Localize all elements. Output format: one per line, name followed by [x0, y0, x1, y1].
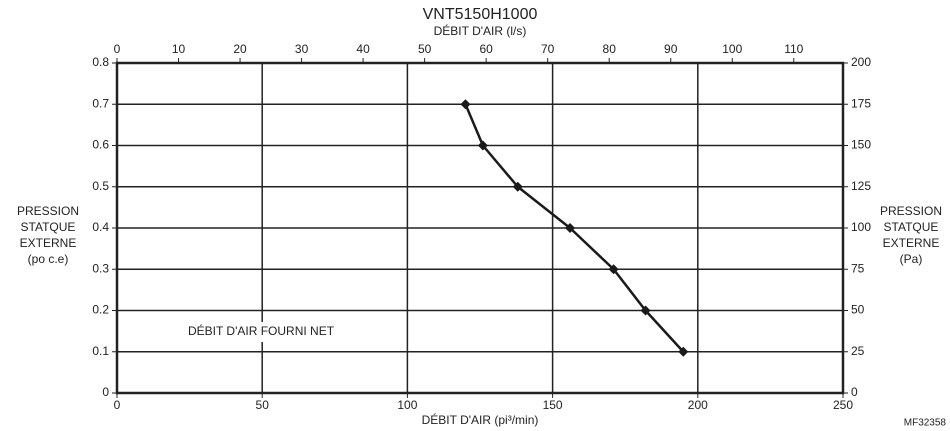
y-tick-label: 0.8 — [92, 55, 109, 69]
y-tick-label: 0.4 — [92, 220, 109, 234]
x2-tick-label: 90 — [664, 42, 678, 56]
y2-tick-label: 125 — [851, 179, 871, 193]
y2-tick-label: 175 — [851, 96, 871, 110]
x-tick-label: 250 — [833, 398, 853, 412]
y-tick-label: 0.5 — [92, 179, 109, 193]
figure-code: MF32358 — [904, 418, 947, 429]
x2-tick-label: 60 — [479, 42, 493, 56]
x-axis-label: DÉBIT D'AIR (pi³/min) — [422, 412, 539, 427]
x2-tick-label: 10 — [172, 42, 186, 56]
data-point — [678, 346, 689, 357]
x2-tick-label: 30 — [295, 42, 309, 56]
x2-tick-label: 50 — [418, 42, 432, 56]
y2-tick-label: 0 — [851, 385, 858, 399]
chart-title: VNT5150H1000 — [423, 6, 538, 23]
x2-axis-label: DÉBIT D'AIR (l/s) — [434, 23, 527, 38]
y2-tick-label: 100 — [851, 220, 871, 234]
x2-tick-label: 0 — [114, 42, 121, 56]
x2-tick-label: 110 — [784, 42, 803, 56]
y-axis-label: STATQUE — [21, 220, 76, 234]
y2-tick-label: 50 — [851, 303, 865, 317]
x-tick-label: 150 — [543, 398, 563, 412]
data-point — [512, 181, 523, 192]
y2-tick-label: 75 — [851, 261, 865, 275]
x2-tick-label: 20 — [233, 42, 247, 56]
y2-tick-label: 25 — [851, 344, 865, 358]
x-tick-label: 200 — [688, 398, 708, 412]
y-tick-label: 0.7 — [92, 96, 109, 110]
data-point — [477, 140, 488, 151]
y-tick-label: 0.2 — [92, 303, 109, 317]
x-tick-label: 50 — [256, 398, 270, 412]
y2-axis-label: (Pa) — [900, 252, 923, 266]
annotation-bg — [172, 322, 350, 342]
y-tick-label: 0.3 — [92, 261, 109, 275]
data-point — [608, 264, 619, 275]
data-point — [640, 305, 651, 316]
x2-tick-label: 40 — [356, 42, 370, 56]
y2-axis-label: PRESSION — [880, 204, 942, 218]
y2-axis-label: EXTERNE — [883, 236, 940, 250]
x-tick-label: 0 — [114, 398, 121, 412]
y-tick-label: 0 — [102, 385, 109, 399]
x2-tick-label: 70 — [541, 42, 555, 56]
plot-frame — [115, 61, 845, 395]
x2-tick-label: 100 — [722, 42, 742, 56]
y2-tick-label: 200 — [851, 55, 871, 69]
y2-axis-label: STATQUE — [884, 220, 939, 234]
annotation: DÉBIT D'AIR FOURNI NET — [188, 323, 335, 338]
y-tick-label: 0.6 — [92, 138, 109, 152]
y-axis-label: PRESSION — [17, 204, 79, 218]
data-point — [460, 99, 471, 110]
data-point — [565, 223, 576, 233]
y2-tick-label: 150 — [851, 138, 871, 152]
y-tick-label: 0.1 — [92, 344, 109, 358]
x2-tick-label: 80 — [603, 42, 617, 56]
y-axis-label: EXTERNE — [20, 236, 77, 250]
x-tick-label: 100 — [397, 398, 417, 412]
y-axis-label: (po c.e) — [28, 252, 69, 266]
